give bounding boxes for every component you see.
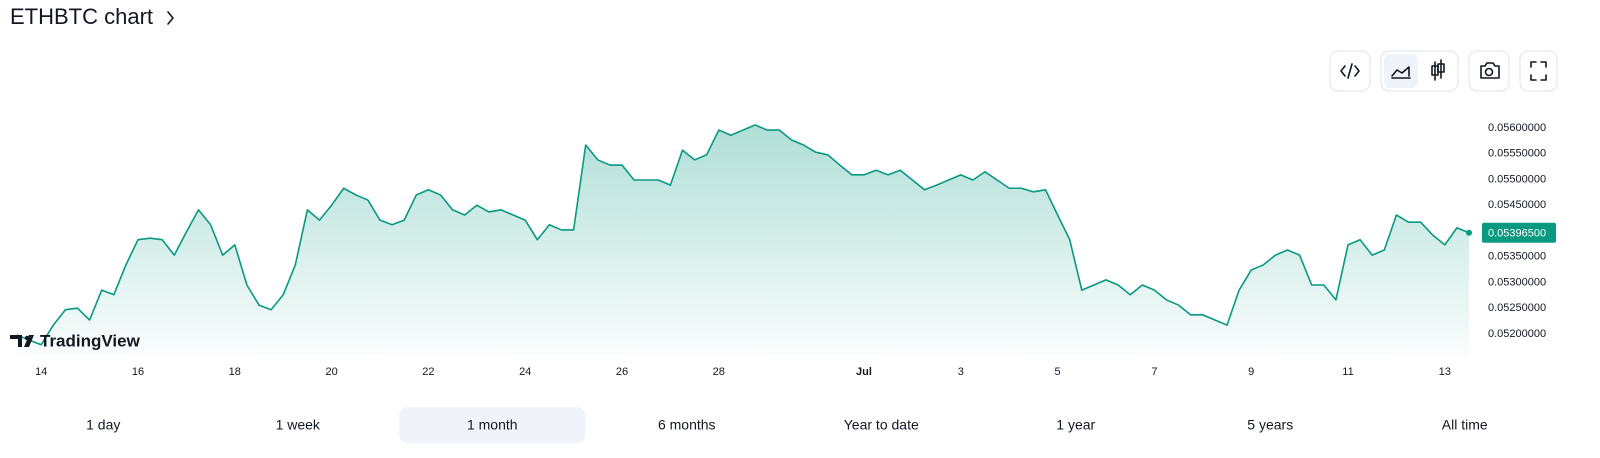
camera-lens xyxy=(1484,67,1494,77)
x-tick-label: 24 xyxy=(519,366,531,378)
logo-dot xyxy=(24,335,30,341)
range-selected-bg xyxy=(399,407,586,443)
x-tick-label: 13 xyxy=(1439,366,1451,378)
range-bar: 1 day 1 week 1 month 6 months Year to date 1 … xyxy=(86,407,1488,443)
area-fill xyxy=(17,124,1469,356)
x-tick-label: 20 xyxy=(325,366,337,378)
y-tick-label: 0.05550000 xyxy=(1488,148,1546,160)
x-tick-label: 3 xyxy=(958,366,964,378)
x-tick-label: 7 xyxy=(1151,366,1157,378)
range-button[interactable]: 1 month xyxy=(467,417,518,433)
snapshot-button[interactable] xyxy=(1468,50,1510,92)
range-button[interactable]: Year to date xyxy=(844,417,919,433)
y-tick-label: 0.05200000 xyxy=(1488,328,1546,340)
price-line xyxy=(16,124,1470,346)
area-icon xyxy=(1391,66,1411,79)
embed-icon xyxy=(1340,63,1360,79)
range-button[interactable]: 6 months xyxy=(658,417,716,433)
range-button[interactable]: 1 year xyxy=(1056,417,1095,433)
y-tick-label: 0.05500000 xyxy=(1488,173,1546,185)
x-tick-label: 26 xyxy=(616,366,628,378)
x-tick-label: 5 xyxy=(1055,366,1061,378)
x-tick-label: 9 xyxy=(1248,366,1254,378)
x-tick-label: 14 xyxy=(35,366,47,378)
candle-body xyxy=(1437,63,1445,73)
chart-title[interactable]: ETHBTC chart xyxy=(10,4,153,29)
range-button[interactable]: 1 week xyxy=(276,417,321,433)
x-tick-label: 22 xyxy=(422,366,434,378)
y-tick-label: 0.05300000 xyxy=(1488,276,1546,288)
fullscreen-icon xyxy=(1530,61,1547,81)
line-style-button[interactable] xyxy=(1384,54,1418,88)
last-price-box xyxy=(1482,222,1556,243)
x-tick-label: 28 xyxy=(713,366,725,378)
candle-icon xyxy=(1434,59,1442,81)
fullscreen-button[interactable] xyxy=(1519,50,1558,92)
x-tick-label: Jul xyxy=(856,366,872,378)
x-tick-label: 16 xyxy=(132,366,144,378)
y-tick-label: 0.05350000 xyxy=(1488,251,1546,263)
y-tick-label: 0.05600000 xyxy=(1488,122,1546,134)
range-button[interactable]: 1 day xyxy=(86,417,120,433)
title-chevron[interactable] xyxy=(167,11,174,25)
toolbar xyxy=(1329,50,1558,92)
last-point xyxy=(1466,229,1472,236)
range-button[interactable]: 5 years xyxy=(1247,417,1293,433)
watermark: TradingView xyxy=(10,331,141,350)
last-price-label: 0.05396500 xyxy=(1488,228,1546,240)
plot-area: 0.05200000 0.05250000 0.05300000 0.05350000… xyxy=(16,122,1556,378)
y-tick-label: 0.05250000 xyxy=(1488,302,1546,314)
x-tick-label: 11 xyxy=(1342,366,1353,378)
camera-icon xyxy=(1480,62,1500,79)
y-tick-label: 0.05450000 xyxy=(1488,199,1546,211)
watermark-text: TradingView xyxy=(40,331,141,350)
x-tick-label: 18 xyxy=(229,366,241,378)
range-button[interactable]: All time xyxy=(1442,417,1488,433)
